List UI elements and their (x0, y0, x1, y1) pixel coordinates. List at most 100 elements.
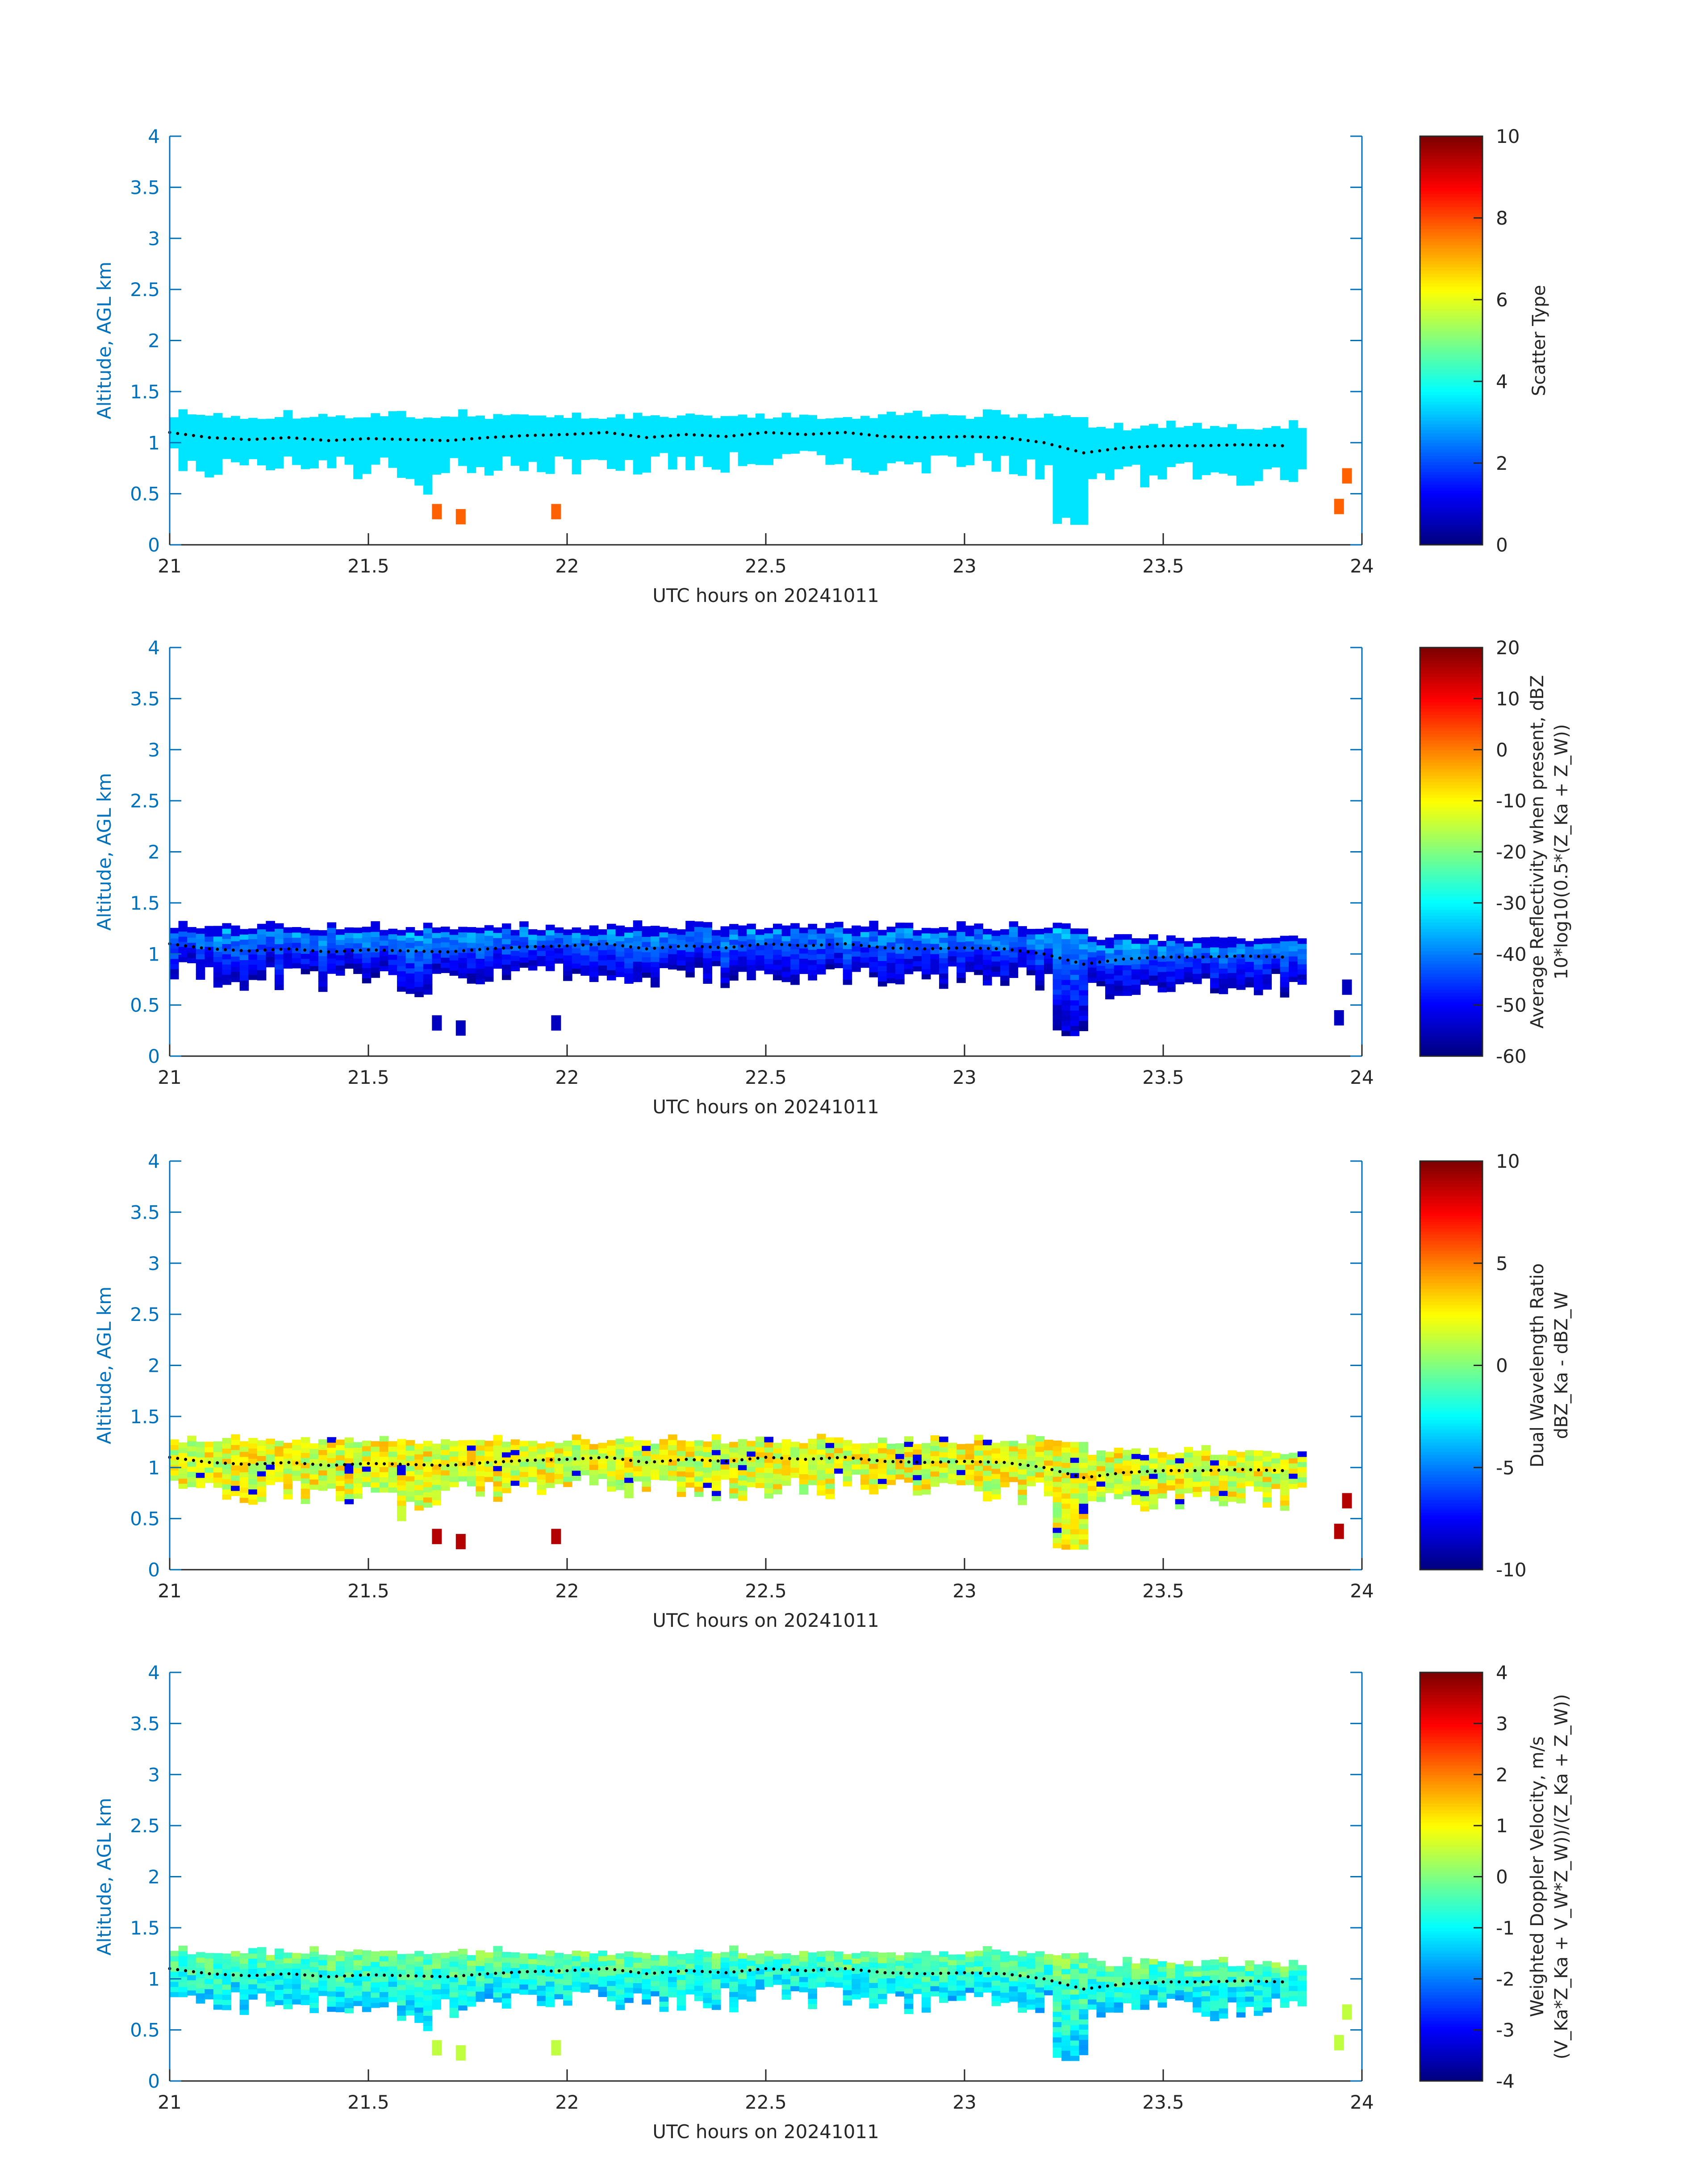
heatmap-cell (729, 1472, 739, 1478)
heatmap-cell (615, 925, 625, 932)
heatmap-cell (1166, 426, 1176, 431)
heatmap-cell (1148, 439, 1158, 445)
heatmap-cell (301, 1498, 310, 1504)
heatmap-cell (414, 956, 424, 961)
heatmap-cell (860, 426, 870, 432)
heatmap-cell (956, 456, 966, 462)
heatmap-cell (1052, 462, 1062, 468)
heatmap-cell (598, 939, 607, 945)
heatmap-cell (414, 1500, 424, 1506)
cloud-base-point (986, 947, 990, 950)
heatmap-cell (921, 427, 931, 433)
colorbar-segment (1420, 139, 1482, 143)
heatmap-cell (1140, 1454, 1149, 1461)
heatmap-cell (1166, 950, 1176, 957)
colorbar-segment (1420, 455, 1482, 459)
heatmap-cell (1228, 942, 1237, 948)
heatmap-cell (1096, 447, 1106, 453)
heatmap-cell (1236, 1457, 1246, 1463)
heatmap-cell (1166, 430, 1176, 437)
heatmap-cell (1096, 442, 1106, 448)
heatmap-cell (755, 1436, 765, 1442)
heatmap-cell (414, 1484, 424, 1490)
heatmap-cell (948, 446, 957, 452)
heatmap-cell (274, 928, 284, 934)
heatmap-cell (440, 457, 450, 463)
cloud-base-point (677, 1458, 680, 1462)
cloud-base-point (390, 437, 394, 441)
heatmap-cell (292, 454, 301, 460)
heatmap-cell (1123, 435, 1132, 441)
heatmap-cell (414, 454, 424, 460)
heatmap-cell (1192, 453, 1202, 460)
heatmap-cell (877, 460, 887, 466)
heatmap-cell (440, 1449, 450, 1455)
heatmap-cell (257, 455, 267, 460)
heatmap-cell (222, 974, 232, 980)
heatmap-cell (703, 978, 712, 984)
heatmap-cell (808, 425, 817, 431)
heatmap-cell (729, 416, 739, 422)
x-tick-label: 23 (952, 1580, 976, 1602)
heatmap-cell (563, 443, 572, 449)
heatmap-cell (528, 1471, 538, 1477)
colorbar-segment (1420, 986, 1482, 990)
colorbar-segment (1420, 858, 1482, 862)
heatmap-cell (405, 1440, 415, 1446)
colorbar-segment (1420, 794, 1482, 798)
heatmap-cell (528, 415, 538, 421)
heatmap-cell (257, 923, 267, 930)
heatmap-cell (755, 965, 765, 971)
heatmap-cell (1148, 1463, 1158, 1469)
heatmap-cell (1087, 1465, 1097, 1471)
heatmap-cell (545, 1462, 555, 1468)
heatmap-cell (1052, 979, 1062, 985)
heatmap-cell (1052, 963, 1062, 969)
heatmap-cell (554, 1473, 564, 1479)
heatmap-cell (248, 964, 258, 970)
heatmap-cell (170, 1981, 179, 1987)
heatmap-cell (554, 415, 564, 421)
heatmap-cell (318, 1454, 328, 1460)
heatmap-cell (388, 964, 398, 970)
colorbar-segment (1420, 222, 1482, 226)
heatmap-cell (467, 932, 476, 938)
heatmap-cell (528, 949, 538, 956)
heatmap-cell (283, 420, 293, 426)
heatmap-cell (1096, 1496, 1106, 1502)
heatmap-cell (1052, 1486, 1062, 1492)
heatmap-cell (205, 446, 214, 452)
colorbar-tick-label: 10 (1496, 688, 1520, 710)
heatmap-cell (274, 1466, 284, 1472)
heatmap-cell (1253, 435, 1263, 440)
heatmap-cell (379, 1436, 389, 1442)
heatmap-cell (755, 949, 765, 956)
heatmap-cell (1035, 464, 1044, 469)
colorbar-segment (1420, 1215, 1482, 1219)
heatmap-cell (1009, 921, 1019, 927)
cloud-base-point (621, 433, 625, 436)
heatmap-cell (449, 427, 459, 433)
heatmap-cell (1157, 1493, 1167, 1499)
cloud-base-point (470, 437, 473, 441)
heatmap-cell (1061, 502, 1071, 508)
heatmap-cell (694, 1476, 704, 1482)
heatmap-cell (274, 1461, 284, 1467)
heatmap-cell (510, 445, 520, 451)
cloud-base-point (613, 943, 617, 947)
cloud-base-point (931, 947, 935, 950)
colorbar-segment (1420, 1493, 1482, 1497)
heatmap-cell (615, 1469, 625, 1475)
heatmap-cell (1262, 1476, 1272, 1482)
heatmap-cell (170, 974, 179, 980)
heatmap-cell (1079, 1508, 1088, 1514)
cloud-base-point (994, 1460, 998, 1464)
heatmap-cell (825, 449, 835, 455)
heatmap-cell (1123, 440, 1132, 446)
heatmap-cell (205, 415, 214, 422)
heatmap-cell (991, 430, 1001, 436)
heatmap-cell (1271, 446, 1281, 452)
heatmap-cell (510, 1475, 520, 1481)
heatmap-cell (956, 1475, 966, 1480)
heatmap-cell (1166, 971, 1176, 977)
